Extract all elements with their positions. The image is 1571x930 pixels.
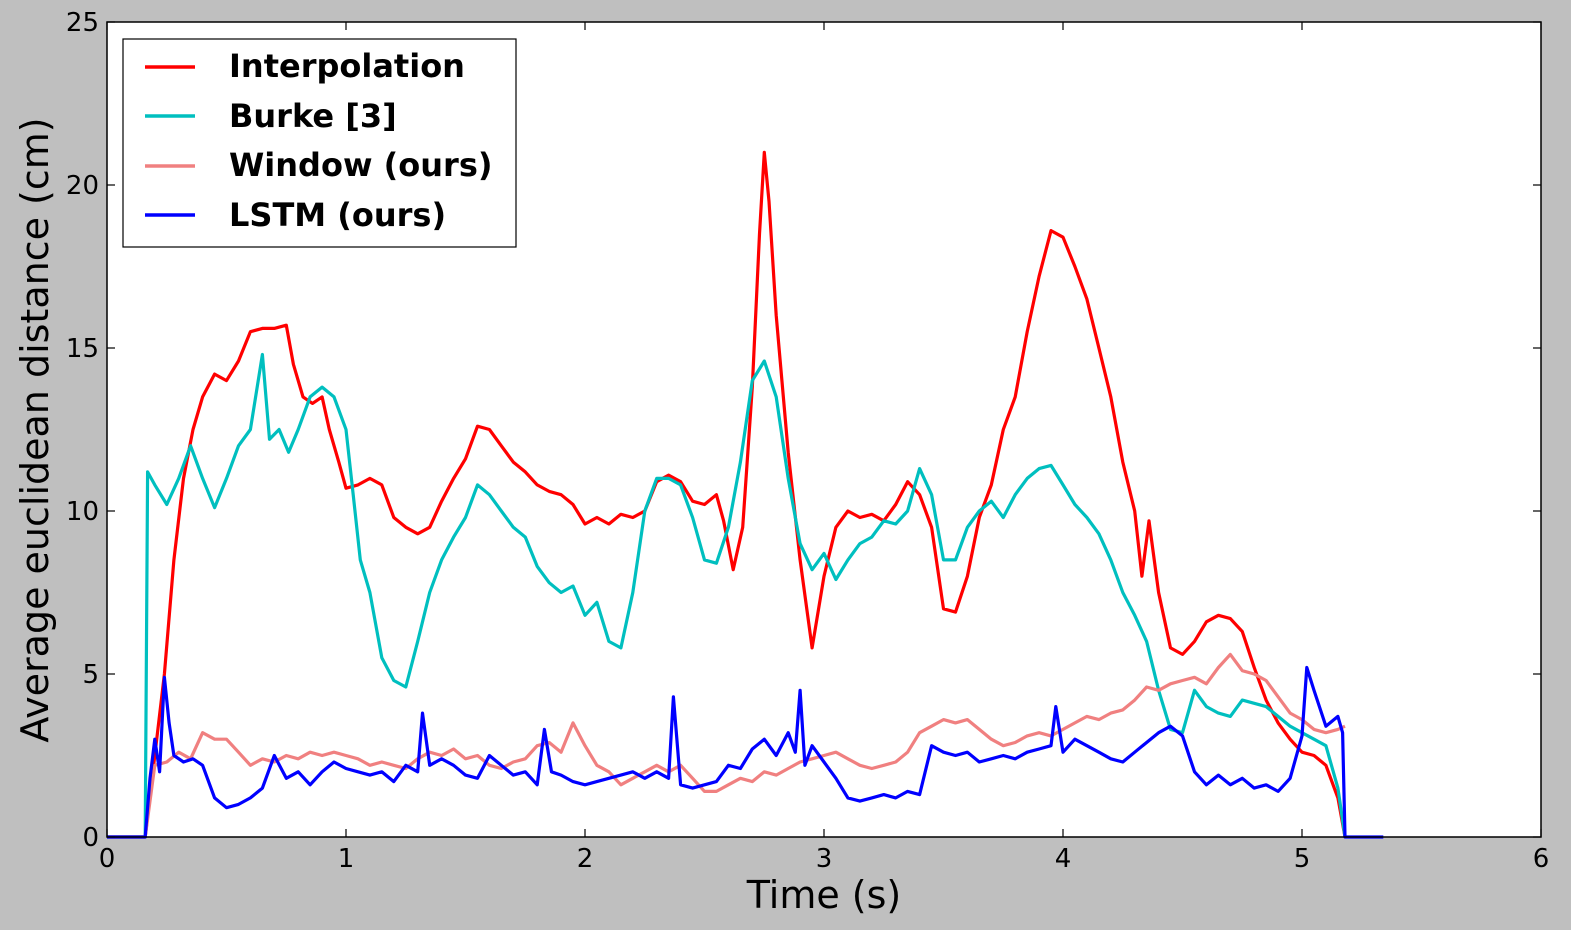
legend-label-burke: Burke [3] bbox=[229, 97, 397, 135]
legend-label-lstm: LSTM (ours) bbox=[229, 196, 446, 234]
series-line-burke-3 bbox=[107, 352, 1347, 839]
series-line-window-ours bbox=[107, 652, 1346, 839]
legend-frame bbox=[122, 38, 517, 248]
legend: Interpolation Burke [3] Window (ours) LS… bbox=[122, 38, 517, 248]
y-tick-label: 25 bbox=[66, 8, 99, 38]
y-tick-label: 5 bbox=[82, 660, 99, 690]
series-line-interpolation bbox=[107, 150, 1347, 839]
ticks-layer: 0 1 2 3 4 5 6 0 5 10 15 20 25 bbox=[66, 8, 1549, 874]
x-tick-label: 2 bbox=[577, 844, 594, 874]
y-tick-label: 0 bbox=[82, 823, 99, 853]
x-tick-label: 4 bbox=[1055, 844, 1072, 874]
x-tick-label: 1 bbox=[338, 844, 355, 874]
legend-label-interpolation: Interpolation bbox=[229, 47, 465, 85]
series-layer bbox=[107, 150, 1384, 839]
x-axis-label: Time (s) bbox=[746, 873, 902, 917]
series-line-lstm-ours bbox=[107, 665, 1384, 839]
y-tick-label: 20 bbox=[66, 171, 99, 201]
x-tick-label: 0 bbox=[99, 844, 116, 874]
y-axis-label: Average euclidean distance (cm) bbox=[13, 117, 57, 742]
y-tick-label: 10 bbox=[66, 497, 99, 527]
y-tick-label: 15 bbox=[66, 334, 99, 364]
x-tick-label: 3 bbox=[816, 844, 833, 874]
x-tick-label: 5 bbox=[1294, 844, 1311, 874]
legend-label-window: Window (ours) bbox=[229, 146, 492, 184]
x-tick-label: 6 bbox=[1533, 844, 1550, 874]
